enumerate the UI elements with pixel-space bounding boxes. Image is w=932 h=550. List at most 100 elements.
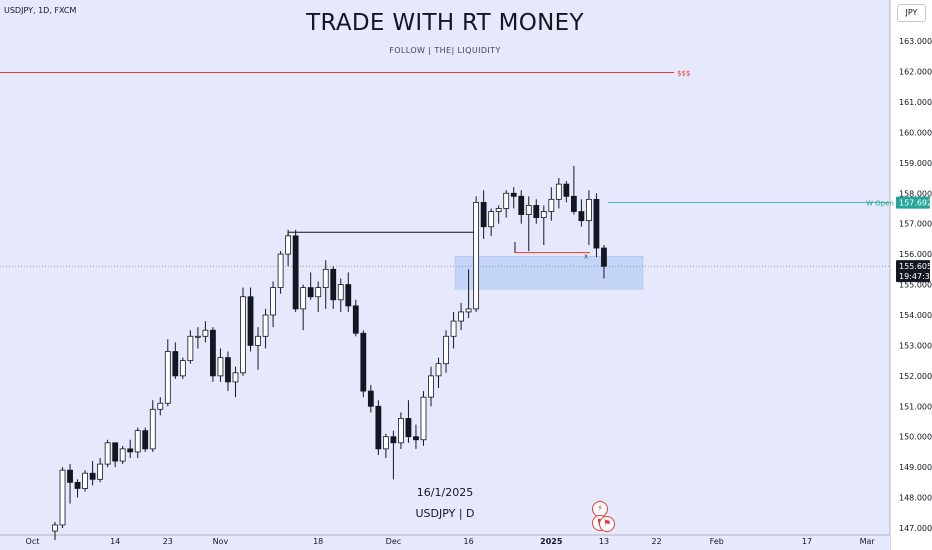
date-caption: 16/1/2025	[416, 486, 474, 499]
candle-body	[330, 268, 337, 301]
y-tick-label: 155.000	[899, 281, 932, 290]
chart-title: TRADE WITH RT MONEY	[306, 10, 584, 36]
x-tick-label: 17	[802, 537, 812, 546]
candle-body	[97, 463, 104, 480]
candle-body	[337, 284, 344, 301]
candle-body	[172, 351, 179, 377]
y-tick-label: 158.000	[899, 189, 932, 198]
candle-body	[112, 442, 119, 462]
y-tick-label: 152.000	[899, 372, 932, 381]
candle-body	[563, 183, 570, 197]
sweep-marker: x	[584, 253, 588, 261]
candle-body	[277, 253, 284, 289]
candle-body	[157, 402, 164, 410]
x-tick-label: Dec	[386, 537, 401, 546]
candle-body	[345, 284, 352, 307]
candle-body	[540, 211, 547, 219]
candle-body	[360, 332, 367, 392]
countdown-timer: 19:47:34	[899, 272, 932, 281]
candle-body	[443, 335, 449, 365]
jp-flag-event-icon[interactable]: ⚑	[599, 516, 615, 532]
candle-body	[578, 211, 585, 222]
candle-body	[127, 448, 134, 453]
candle-body	[405, 418, 412, 438]
candle-body	[450, 320, 457, 337]
y-tick-label: 156.000	[899, 250, 932, 259]
candle-body	[82, 472, 88, 489]
candle-body	[525, 205, 532, 215]
w-open-label: W Open	[866, 200, 894, 208]
time-scale	[0, 535, 890, 550]
currency-button[interactable]: JPY	[897, 4, 926, 22]
candle-body	[179, 360, 186, 377]
candle-body	[59, 469, 66, 526]
w-open-price-tag	[896, 196, 930, 209]
candle-body	[232, 372, 239, 383]
candle-body	[202, 329, 209, 337]
y-tick-label: 147.000	[899, 524, 932, 533]
candle-body	[435, 363, 442, 377]
candle-body	[285, 235, 292, 255]
candle-body	[503, 192, 510, 209]
candle-body	[164, 351, 171, 404]
candle-body	[548, 198, 555, 212]
candle-body	[586, 198, 592, 222]
symbol-label[interactable]: USDJPY, 1D, FXCM	[4, 6, 77, 15]
candle-body	[375, 405, 382, 450]
liquidity-label: $$$	[677, 69, 690, 77]
x-tick-label: 22	[652, 537, 662, 546]
x-tick-label: 23	[163, 537, 173, 546]
candle-body	[518, 195, 525, 215]
candle-body	[570, 195, 577, 212]
supply-demand-zone	[454, 256, 644, 290]
y-tick-label: 150.000	[899, 433, 932, 442]
instrument-caption: USDJPY | D	[415, 507, 475, 520]
candle-body	[52, 524, 58, 532]
candle-body	[480, 201, 487, 228]
candle-body	[67, 469, 73, 483]
candle-body	[255, 335, 261, 346]
lightning-event-icon[interactable]: ⚡	[592, 501, 608, 517]
w-open-price: 157.692	[899, 199, 932, 208]
candle-body	[413, 436, 419, 441]
candle-body	[322, 268, 329, 289]
current-price: 155.605	[899, 262, 932, 271]
y-tick-label: 149.000	[899, 463, 932, 472]
candle-body	[307, 287, 314, 298]
x-tick-label: 18	[313, 537, 323, 546]
candle-body	[104, 442, 111, 465]
y-tick-label: 153.000	[899, 341, 932, 350]
x-tick-label: Oct	[26, 537, 40, 546]
candle-body	[555, 183, 562, 200]
candle-body	[398, 418, 404, 444]
x-tick-label: Feb	[710, 537, 724, 546]
candle-body	[390, 436, 397, 444]
candle-body	[142, 430, 149, 450]
candle-body	[601, 247, 607, 267]
x-tick-label: Nov	[213, 537, 229, 546]
candle-body	[134, 430, 141, 453]
candle-body	[382, 436, 389, 450]
x-tick-label: 13	[599, 537, 609, 546]
candle-body	[367, 390, 374, 407]
candle-body	[262, 314, 269, 337]
y-tick-label: 151.000	[899, 402, 932, 411]
candle-body	[247, 296, 254, 346]
y-tick-label: 160.000	[899, 128, 932, 137]
candle-body	[194, 335, 201, 338]
y-tick-label: 154.000	[899, 311, 932, 320]
candle-body	[217, 357, 224, 377]
current-price-tag	[896, 260, 930, 283]
candle-body	[210, 329, 216, 377]
candle-body	[225, 357, 231, 383]
y-tick-label: 157.000	[899, 220, 932, 229]
candle-body	[149, 408, 156, 450]
candle-body	[270, 287, 276, 316]
y-tick-label: 163.000	[899, 37, 932, 46]
x-tick-label: 14	[110, 537, 120, 546]
candle-body	[74, 481, 81, 489]
y-tick-label: 161.000	[899, 98, 932, 107]
candle-body	[187, 335, 194, 362]
x-tick-label: 16	[464, 537, 474, 546]
